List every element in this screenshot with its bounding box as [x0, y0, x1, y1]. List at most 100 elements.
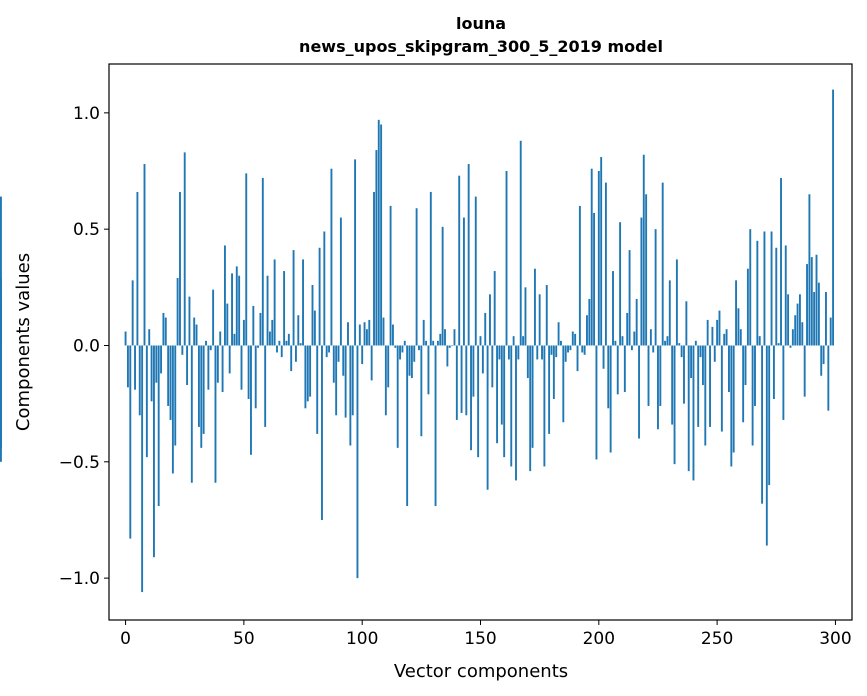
- bar: [294, 345, 297, 362]
- bar: [654, 229, 657, 346]
- x-axis-ticks: 0 50 100 150 200 250 300: [120, 620, 852, 649]
- bar: [413, 345, 416, 362]
- bar: [318, 247, 321, 346]
- bar: [512, 336, 515, 346]
- bar: [145, 345, 148, 458]
- bar: [822, 345, 825, 365]
- bar: [772, 345, 775, 399]
- bar: [250, 345, 252, 455]
- chart-title: louna: [456, 14, 506, 33]
- bar: [550, 345, 553, 355]
- bar: [730, 345, 733, 467]
- bar: [489, 294, 491, 346]
- bar: [704, 345, 707, 446]
- bar: [455, 345, 458, 420]
- y-axis-label: Components values: [13, 253, 34, 431]
- bar: [299, 343, 302, 346]
- bar: [531, 345, 534, 448]
- bar: [522, 336, 525, 346]
- bar: [228, 345, 231, 374]
- bar: [588, 298, 591, 346]
- bar: [332, 345, 335, 383]
- bar: [496, 345, 499, 444]
- bar: [460, 345, 463, 413]
- bar: [581, 345, 584, 353]
- bar: [609, 345, 612, 453]
- bar: [474, 196, 477, 346]
- bar: [491, 345, 494, 388]
- bar: [642, 154, 645, 346]
- y-tick-label: 0.5: [73, 220, 100, 240]
- bar: [387, 345, 390, 388]
- bar: [399, 345, 401, 360]
- bar: [429, 191, 432, 346]
- bar: [164, 317, 167, 346]
- bar: [261, 177, 264, 346]
- bar: [536, 345, 539, 360]
- bar: [368, 319, 371, 346]
- bar: [564, 345, 567, 362]
- bar: [209, 345, 212, 351]
- bar: [604, 182, 607, 346]
- bar: [342, 345, 345, 376]
- bar: [543, 345, 546, 467]
- bar: [799, 294, 801, 346]
- bar: [668, 280, 671, 346]
- bar: [578, 205, 581, 346]
- bar: [737, 308, 740, 346]
- bar: [784, 245, 787, 346]
- bar: [645, 194, 648, 346]
- bar: [510, 345, 513, 467]
- bar: [545, 285, 548, 346]
- bar: [401, 345, 404, 353]
- bar: [621, 336, 624, 346]
- bar: [287, 333, 290, 346]
- bar: [746, 268, 749, 346]
- bar: [751, 345, 754, 446]
- bar: [171, 345, 174, 474]
- bar: [567, 345, 569, 353]
- bar: [377, 119, 380, 346]
- bar: [212, 289, 215, 346]
- bar: [278, 340, 281, 346]
- bar: [290, 345, 293, 372]
- bar: [607, 345, 610, 409]
- bar: [519, 140, 522, 346]
- bar: [462, 217, 465, 346]
- bar: [515, 345, 517, 481]
- bar: [292, 250, 295, 346]
- bar: [825, 291, 827, 346]
- bar: [242, 319, 245, 346]
- bar: [330, 168, 333, 346]
- bar: [271, 319, 274, 346]
- bar: [276, 345, 278, 353]
- bar: [716, 319, 719, 346]
- bar: [328, 345, 330, 353]
- bar: [479, 336, 482, 346]
- bar: [245, 173, 248, 346]
- bar: [309, 345, 312, 397]
- bar: [481, 345, 484, 374]
- bar: [744, 345, 747, 386]
- x-tick-label: 0: [120, 629, 131, 649]
- bar: [623, 345, 626, 393]
- bar: [765, 345, 768, 546]
- bar: [761, 345, 764, 504]
- bar: [661, 182, 664, 346]
- bar: [817, 282, 820, 346]
- bar: [538, 294, 541, 346]
- bar: [791, 329, 794, 346]
- bar: [789, 345, 792, 348]
- bar: [126, 345, 129, 388]
- bar: [280, 345, 283, 358]
- x-tick-label: 250: [701, 629, 733, 649]
- bar: [590, 168, 593, 346]
- bar: [221, 345, 224, 393]
- bar: [197, 345, 200, 427]
- bar: [484, 312, 487, 346]
- bar: [238, 275, 241, 346]
- x-tick-label: 300: [819, 629, 851, 649]
- bar: [810, 257, 813, 346]
- bar: [557, 322, 560, 346]
- bar: [266, 275, 269, 346]
